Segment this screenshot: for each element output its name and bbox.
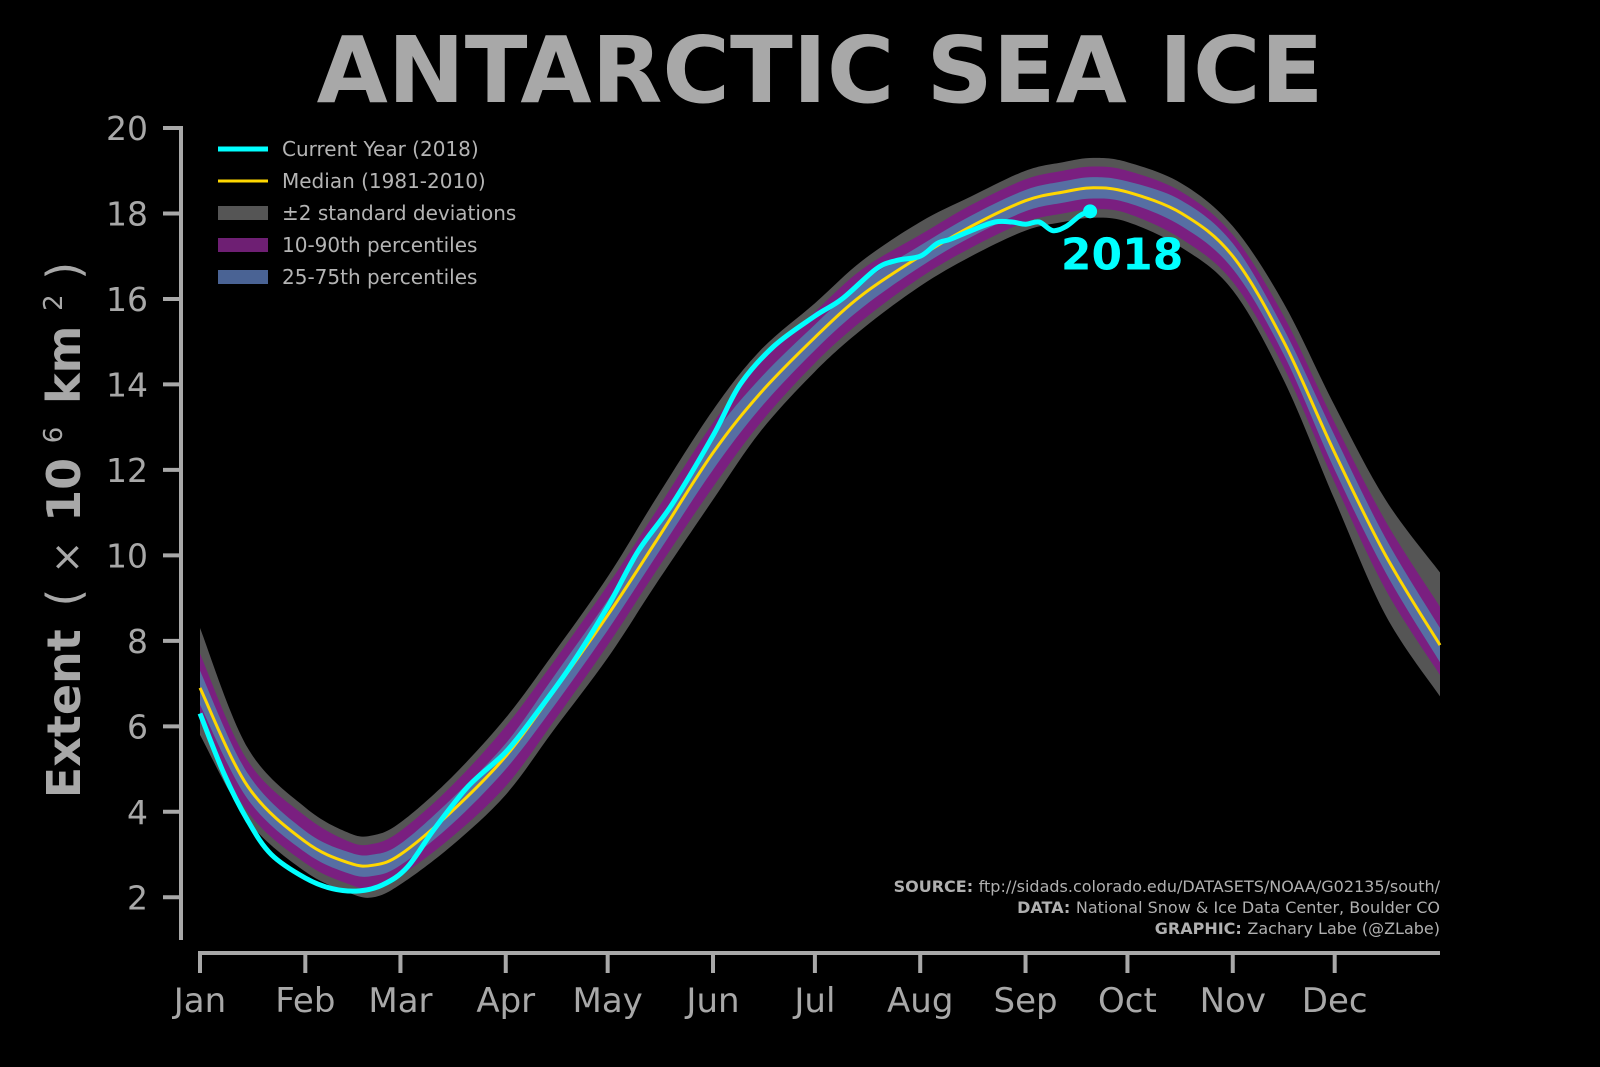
band-2-standard-deviations	[200, 157, 1440, 898]
x-tick-label: Sep	[993, 981, 1057, 1021]
legend: Current Year (2018) Median (1981-2010) ±2 …	[218, 137, 516, 289]
y-axis-label-sq: 2	[39, 294, 69, 311]
y-axis-label-base: 10	[37, 458, 91, 522]
x-tick-label: Aug	[887, 981, 953, 1021]
x-tick-label: Jun	[684, 981, 739, 1021]
y-tick-label: 14	[106, 365, 148, 404]
x-tick-label: May	[573, 981, 643, 1021]
legend-label: 10-90th percentiles	[282, 233, 477, 257]
y-tick-label: 6	[127, 707, 148, 746]
x-tick-label: Jul	[792, 981, 835, 1021]
y-tick-label: 2	[127, 878, 148, 917]
legend-label: 25-75th percentiles	[282, 265, 477, 289]
x-tick-label: Nov	[1200, 981, 1266, 1021]
y-axis-label-close: )	[37, 262, 91, 280]
y-tick-label: 12	[106, 451, 148, 490]
credit-text: National Snow & Ice Data Center, Boulder…	[1076, 898, 1440, 917]
y-tick-label: 20	[106, 109, 148, 148]
y-tick-label: 16	[106, 280, 148, 319]
y-axis-label-open: (	[37, 589, 91, 607]
series-median-line	[198, 186, 1442, 868]
y-axis-label: Extent ( × 10 6 km 2 )	[19, 262, 91, 798]
legend-label: Median (1981-2010)	[282, 169, 486, 193]
y-axis-label-km: km	[37, 326, 91, 405]
y-axis-label-main: Extent	[37, 629, 91, 798]
current-year-label: 2018	[1061, 229, 1183, 280]
legend-label: Current Year (2018)	[282, 137, 479, 161]
credits: SOURCE: ftp://sidads.colorado.edu/DATASE…	[894, 877, 1441, 938]
x-tick-label: Apr	[476, 981, 535, 1021]
y-axis-label-times: ×	[44, 540, 90, 574]
x-tick-label: Oct	[1098, 981, 1157, 1021]
credit-line: GRAPHIC: Zachary Labe (@ZLabe)	[1155, 919, 1440, 938]
y-tick-label: 10	[106, 536, 148, 575]
credit-label: GRAPHIC:	[1155, 919, 1248, 938]
y-tick-label: 18	[106, 194, 148, 233]
y-axis-label-exp: 6	[39, 427, 69, 444]
credit-text: ftp://sidads.colorado.edu/DATASETS/NOAA/…	[979, 877, 1441, 896]
series-lines: 2018	[197, 186, 1442, 894]
credit-label: SOURCE:	[894, 877, 979, 896]
chart-title: ANTARCTIC SEA ICE	[317, 17, 1324, 124]
x-tick-label: Mar	[368, 981, 432, 1021]
svg-text:Extent ( × 1: Extent ( × 10 6 km 2 )	[19, 262, 91, 798]
credit-line: DATA: National Snow & Ice Data Center, B…	[1017, 898, 1440, 917]
series-current-year-line	[197, 208, 1092, 894]
x-tick-label: Feb	[275, 981, 335, 1021]
credit-text: Zachary Labe (@ZLabe)	[1247, 919, 1440, 938]
current-year-endpoint	[1083, 204, 1098, 219]
credit-label: DATA:	[1017, 898, 1076, 917]
y-tick-label: 8	[127, 622, 148, 661]
y-tick-label: 4	[127, 793, 148, 832]
credit-line: SOURCE: ftp://sidads.colorado.edu/DATASE…	[894, 877, 1441, 896]
axes: 2 4 6 8 10 12 14 16 18 20 Jan Feb Mar Apr May Jun Jul Aug…	[106, 109, 1440, 1021]
legend-label: ±2 standard deviations	[282, 201, 516, 225]
x-tick-label: Dec	[1302, 981, 1368, 1021]
x-tick-label: Jan	[172, 981, 226, 1021]
